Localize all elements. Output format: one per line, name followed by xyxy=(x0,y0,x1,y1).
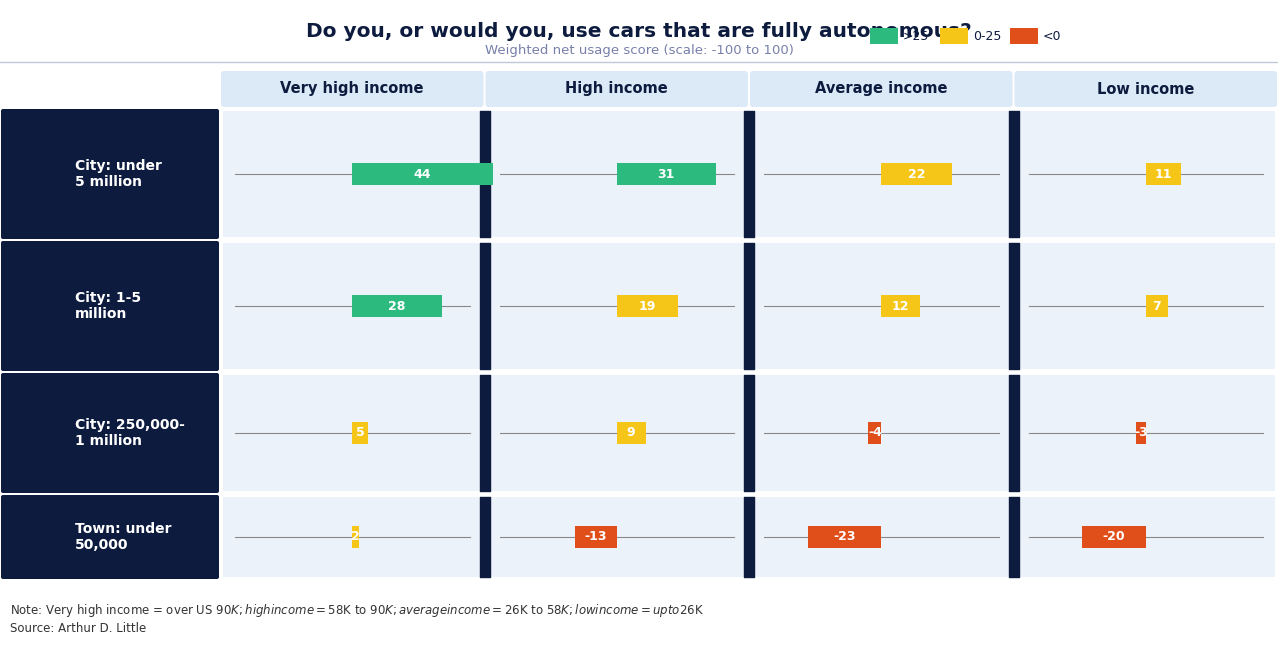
FancyBboxPatch shape xyxy=(1016,111,1275,237)
Text: High income: High income xyxy=(565,81,668,96)
Text: -4: -4 xyxy=(868,426,882,439)
FancyBboxPatch shape xyxy=(1016,497,1275,577)
Text: Note: Very high income = over US $90K; high income = $58K to $90K; average incom: Note: Very high income = over US $90K; h… xyxy=(10,602,704,619)
FancyBboxPatch shape xyxy=(353,163,493,185)
Text: <0: <0 xyxy=(1043,30,1062,43)
FancyBboxPatch shape xyxy=(808,526,882,548)
FancyBboxPatch shape xyxy=(617,295,677,317)
Text: 22: 22 xyxy=(907,167,925,180)
Text: 44: 44 xyxy=(414,167,432,180)
Text: City: 250,000-
1 million: City: 250,000- 1 million xyxy=(75,418,185,448)
FancyBboxPatch shape xyxy=(751,243,1011,369)
FancyBboxPatch shape xyxy=(882,295,920,317)
Text: -23: -23 xyxy=(833,530,856,543)
FancyBboxPatch shape xyxy=(1,241,219,371)
FancyBboxPatch shape xyxy=(1016,243,1275,369)
FancyBboxPatch shape xyxy=(1,495,219,579)
FancyBboxPatch shape xyxy=(1,109,219,239)
FancyBboxPatch shape xyxy=(1136,422,1146,444)
Text: Do you, or would you, use cars that are fully autonomous?: Do you, or would you, use cars that are … xyxy=(307,22,971,41)
FancyBboxPatch shape xyxy=(222,243,482,369)
FancyBboxPatch shape xyxy=(1146,163,1181,185)
FancyBboxPatch shape xyxy=(1,373,219,493)
FancyBboxPatch shape xyxy=(750,71,1012,107)
FancyBboxPatch shape xyxy=(1016,375,1275,491)
Text: Low income: Low income xyxy=(1097,81,1195,96)
FancyBboxPatch shape xyxy=(222,497,482,577)
Text: >25: >25 xyxy=(904,30,929,43)
Text: Average income: Average income xyxy=(815,81,947,96)
Text: -20: -20 xyxy=(1103,530,1125,543)
FancyBboxPatch shape xyxy=(353,295,442,317)
Text: -3: -3 xyxy=(1134,426,1148,439)
Text: 11: 11 xyxy=(1154,167,1172,180)
FancyBboxPatch shape xyxy=(617,163,716,185)
FancyBboxPatch shape xyxy=(1081,526,1146,548)
FancyBboxPatch shape xyxy=(870,28,898,44)
Text: 2: 2 xyxy=(351,530,360,543)
Text: 12: 12 xyxy=(892,300,909,313)
FancyBboxPatch shape xyxy=(575,526,617,548)
Text: 5: 5 xyxy=(355,426,364,439)
FancyBboxPatch shape xyxy=(222,111,482,237)
FancyBboxPatch shape xyxy=(1146,295,1168,317)
Text: 9: 9 xyxy=(626,426,635,439)
FancyBboxPatch shape xyxy=(751,375,1011,491)
FancyBboxPatch shape xyxy=(487,497,746,577)
Text: Weighted net usage score (scale: -100 to 100): Weighted net usage score (scale: -100 to… xyxy=(484,44,794,57)
FancyBboxPatch shape xyxy=(617,422,645,444)
FancyBboxPatch shape xyxy=(751,497,1011,577)
Text: Very high income: Very high income xyxy=(280,81,424,96)
FancyBboxPatch shape xyxy=(869,422,882,444)
Text: 7: 7 xyxy=(1153,300,1162,313)
FancyBboxPatch shape xyxy=(487,111,746,237)
Text: 28: 28 xyxy=(389,300,405,313)
FancyBboxPatch shape xyxy=(353,526,359,548)
Text: Source: Arthur D. Little: Source: Arthur D. Little xyxy=(10,622,146,635)
Text: City: 1-5
million: City: 1-5 million xyxy=(75,291,141,321)
FancyBboxPatch shape xyxy=(221,71,483,107)
Text: Town: under
50,000: Town: under 50,000 xyxy=(75,522,171,552)
FancyBboxPatch shape xyxy=(486,71,748,107)
FancyBboxPatch shape xyxy=(1010,28,1038,44)
FancyBboxPatch shape xyxy=(941,28,967,44)
Text: 0-25: 0-25 xyxy=(973,30,1002,43)
FancyBboxPatch shape xyxy=(1015,71,1277,107)
FancyBboxPatch shape xyxy=(222,375,482,491)
Text: 19: 19 xyxy=(639,300,656,313)
Text: City: under
5 million: City: under 5 million xyxy=(75,159,162,189)
Text: 31: 31 xyxy=(658,167,675,180)
FancyBboxPatch shape xyxy=(487,243,746,369)
FancyBboxPatch shape xyxy=(353,422,368,444)
FancyBboxPatch shape xyxy=(882,163,952,185)
Text: -13: -13 xyxy=(585,530,607,543)
FancyBboxPatch shape xyxy=(487,375,746,491)
FancyBboxPatch shape xyxy=(751,111,1011,237)
